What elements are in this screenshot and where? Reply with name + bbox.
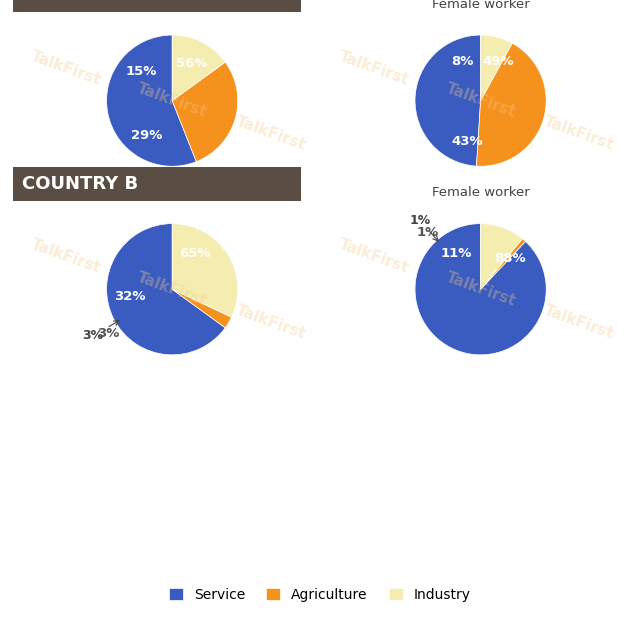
Text: 3%: 3% bbox=[83, 321, 119, 343]
Text: 8%: 8% bbox=[452, 55, 474, 68]
Wedge shape bbox=[107, 224, 225, 355]
Text: 15%: 15% bbox=[125, 65, 157, 78]
Text: COUNTRY A: COUNTRY A bbox=[22, 0, 139, 4]
Text: 3%: 3% bbox=[97, 327, 120, 340]
Wedge shape bbox=[172, 289, 232, 328]
Text: 88%: 88% bbox=[495, 252, 526, 265]
Text: TalkFirst: TalkFirst bbox=[337, 49, 411, 88]
Text: TalkFirst: TalkFirst bbox=[135, 269, 209, 309]
Wedge shape bbox=[477, 43, 546, 166]
Text: TalkFirst: TalkFirst bbox=[29, 49, 102, 88]
Text: COUNTRY B: COUNTRY B bbox=[22, 175, 138, 193]
Title: Male worker: Male worker bbox=[132, 0, 213, 11]
Text: TalkFirst: TalkFirst bbox=[444, 269, 518, 309]
Text: TalkFirst: TalkFirst bbox=[234, 114, 308, 153]
Text: 29%: 29% bbox=[131, 129, 163, 142]
Wedge shape bbox=[481, 35, 512, 101]
Text: TalkFirst: TalkFirst bbox=[444, 81, 518, 120]
Text: 65%: 65% bbox=[179, 247, 211, 260]
Wedge shape bbox=[481, 239, 525, 289]
Wedge shape bbox=[107, 35, 196, 166]
Text: 1%: 1% bbox=[417, 226, 439, 239]
Wedge shape bbox=[172, 35, 225, 101]
Title: Female worker: Female worker bbox=[432, 186, 529, 199]
Text: TalkFirst: TalkFirst bbox=[337, 237, 411, 276]
Text: 49%: 49% bbox=[483, 55, 514, 68]
Text: 1%: 1% bbox=[409, 214, 438, 241]
Text: 11%: 11% bbox=[441, 248, 472, 261]
Text: TalkFirst: TalkFirst bbox=[29, 237, 102, 276]
Text: 43%: 43% bbox=[452, 135, 483, 147]
Wedge shape bbox=[415, 35, 481, 166]
Title: Female worker: Female worker bbox=[432, 0, 529, 11]
Wedge shape bbox=[172, 224, 238, 317]
Title: Male worker: Male worker bbox=[132, 186, 213, 199]
Text: 32%: 32% bbox=[115, 290, 146, 302]
Text: TalkFirst: TalkFirst bbox=[542, 302, 616, 341]
Wedge shape bbox=[481, 224, 522, 289]
Legend: Service, Agriculture, Industry: Service, Agriculture, Industry bbox=[163, 581, 477, 609]
Text: TalkFirst: TalkFirst bbox=[135, 81, 209, 120]
Wedge shape bbox=[415, 224, 546, 355]
Text: TalkFirst: TalkFirst bbox=[234, 302, 308, 341]
Text: TalkFirst: TalkFirst bbox=[542, 114, 616, 153]
Wedge shape bbox=[172, 62, 238, 162]
Text: 56%: 56% bbox=[177, 57, 208, 70]
